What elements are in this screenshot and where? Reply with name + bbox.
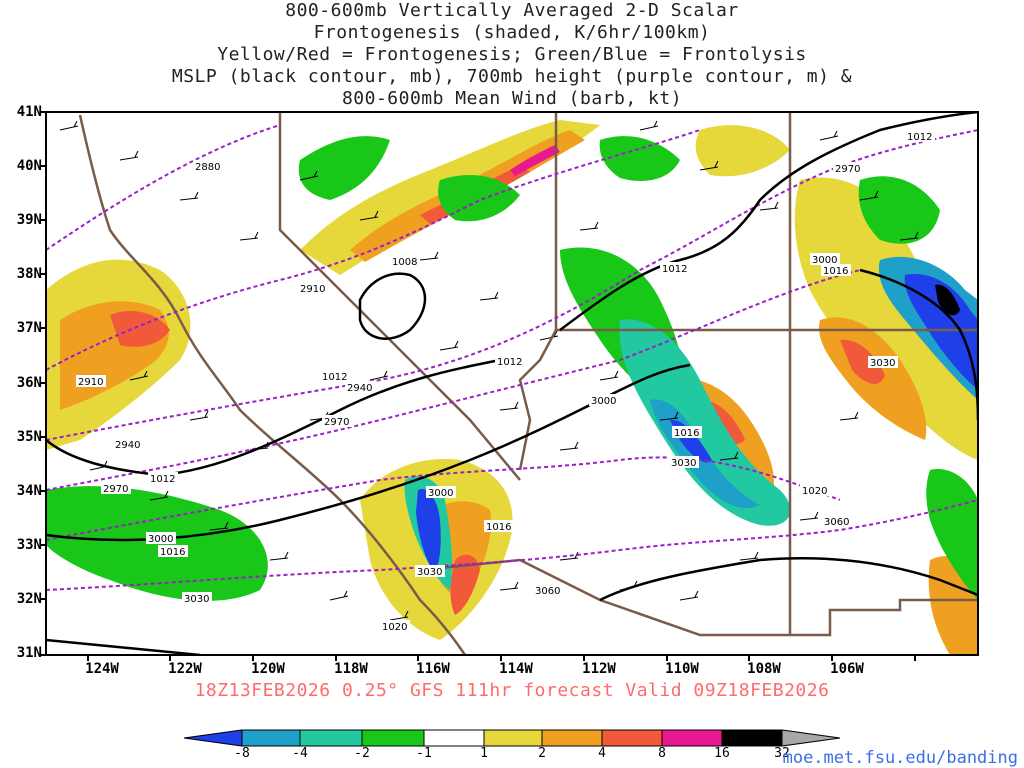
colorbar-swatch	[781, 729, 841, 747]
height-label: 3000	[148, 534, 173, 545]
title-line-1: 800-600mb Vertically Averaged 2-D Scalar	[285, 0, 739, 21]
mslp-label: 1012	[150, 474, 175, 485]
height-label: 2970	[103, 484, 128, 495]
height-label: 3030	[870, 358, 895, 369]
height-label: 2880	[195, 162, 220, 173]
lat-label: 41N	[16, 104, 42, 120]
frontogenesis-shading	[46, 120, 978, 655]
colorbar-label: 1	[480, 746, 488, 761]
lat-label: 40N	[16, 158, 42, 174]
title-line-4: MSLP (black contour, mb), 700mb height (…	[171, 66, 853, 87]
lat-label: 31N	[16, 645, 42, 661]
colorbar-label: 16	[714, 746, 730, 761]
lon-label: 106W	[830, 661, 864, 677]
forecast-info: 18Z13FEB2026 0.25° GFS 111hr forecast Va…	[194, 680, 830, 701]
lon-label: 116W	[416, 661, 450, 677]
colorbar-swatch	[721, 729, 783, 747]
height-label: 3030	[184, 594, 209, 605]
lon-label: 114W	[499, 661, 533, 677]
height-label: 2940	[115, 440, 140, 451]
lat-label: 34N	[16, 483, 42, 499]
height-label: 2970	[835, 164, 860, 175]
contour-labels: 1008 1012 1012 1012 1012 1012 1016 1016 …	[76, 130, 935, 633]
mslp-label: 1016	[486, 522, 511, 533]
lat-label: 35N	[16, 429, 42, 445]
height-label: 3000	[591, 396, 616, 407]
lon-label: 112W	[582, 661, 616, 677]
map-title: 800-600mb Vertically Averaged 2-D Scalar…	[0, 0, 1024, 110]
lat-label: 39N	[16, 212, 42, 228]
title-line-2: Frontogenesis (shaded, K/6hr/100km)	[313, 22, 711, 43]
colorbar-swatch	[661, 729, 723, 747]
colorbar-swatch	[423, 729, 485, 747]
colorbar-swatch	[361, 729, 425, 747]
mslp-label: 1008	[392, 257, 417, 268]
boundaries	[78, 112, 978, 655]
colorbar-swatch	[483, 729, 543, 747]
height-label: 3060	[535, 586, 560, 597]
lat-label: 37N	[16, 320, 42, 336]
mslp-label: 1016	[160, 547, 185, 558]
lat-label: 32N	[16, 591, 42, 607]
height-contours	[46, 124, 978, 591]
colorbar	[183, 729, 841, 747]
colorbar-swatch	[183, 729, 243, 747]
lon-label: 118W	[334, 661, 368, 677]
title-line-5: 800-600mb Mean Wind (barb, kt)	[341, 88, 683, 109]
colorbar-swatch	[299, 729, 363, 747]
wind-barbs	[59, 120, 919, 621]
lon-label: 120W	[251, 661, 285, 677]
credit-link[interactable]: moe.met.fsu.edu/banding	[782, 748, 1018, 768]
colorbar-label: -1	[416, 746, 432, 761]
mslp-label: 1020	[802, 486, 827, 497]
height-label: 2940	[347, 383, 372, 394]
colorbar-swatch	[601, 729, 663, 747]
lon-label: 108W	[747, 661, 781, 677]
height-label: 3060	[824, 517, 849, 528]
mslp-label: 1016	[823, 266, 848, 277]
colorbar-label: 4	[598, 746, 606, 761]
mslp-label: 1012	[662, 264, 687, 275]
height-label: 3030	[671, 458, 696, 469]
mslp-label: 1012	[497, 357, 522, 368]
mslp-label: 1012	[907, 132, 932, 143]
lon-label: 110W	[665, 661, 699, 677]
lat-label: 33N	[16, 537, 42, 553]
height-label: 3030	[417, 567, 442, 578]
map-frame	[40, 111, 979, 661]
mslp-label: 1016	[674, 428, 699, 439]
mslp-label: 1020	[382, 622, 407, 633]
colorbar-swatch	[541, 729, 603, 747]
mslp-label: 1012	[322, 372, 347, 383]
lat-label: 36N	[16, 375, 42, 391]
colorbar-label: -4	[292, 746, 308, 761]
colorbar-label: 2	[538, 746, 546, 761]
height-label: 3000	[812, 255, 837, 266]
lon-label: 124W	[85, 661, 119, 677]
height-label: 3000	[428, 488, 453, 499]
title-line-3: Yellow/Red = Frontogenesis; Green/Blue =…	[217, 44, 807, 65]
colorbar-label: 32	[774, 746, 790, 761]
lon-label: 122W	[168, 661, 202, 677]
height-label: 2910	[78, 377, 103, 388]
colorbar-label: 8	[658, 746, 666, 761]
lat-label: 38N	[16, 266, 42, 282]
colorbar-swatch	[241, 729, 301, 747]
height-label: 2910	[300, 284, 325, 295]
map-field: 1008 1012 1012 1012 1012 1012 1016 1016 …	[46, 112, 978, 655]
height-label: 2970	[324, 417, 349, 428]
colorbar-label: -8	[234, 746, 250, 761]
colorbar-label: -2	[354, 746, 370, 761]
